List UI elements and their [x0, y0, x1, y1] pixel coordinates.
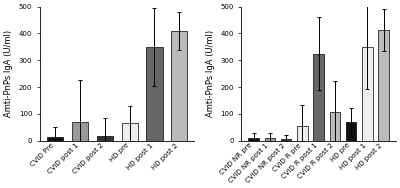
Y-axis label: Amti-PnPs IgA (U/ml): Amti-PnPs IgA (U/ml): [206, 30, 214, 117]
Bar: [281, 139, 291, 141]
Bar: [146, 47, 162, 141]
Bar: [330, 112, 340, 141]
Bar: [171, 31, 188, 141]
Bar: [264, 138, 275, 141]
Bar: [297, 126, 308, 141]
Bar: [378, 30, 389, 141]
Y-axis label: Amti-PnPs IgA (U/ml): Amti-PnPs IgA (U/ml): [4, 30, 13, 117]
Bar: [97, 136, 113, 141]
Bar: [313, 54, 324, 141]
Bar: [346, 123, 356, 141]
Bar: [47, 137, 63, 141]
Bar: [122, 123, 138, 141]
Bar: [72, 122, 88, 141]
Bar: [362, 47, 372, 141]
Bar: [248, 137, 259, 141]
